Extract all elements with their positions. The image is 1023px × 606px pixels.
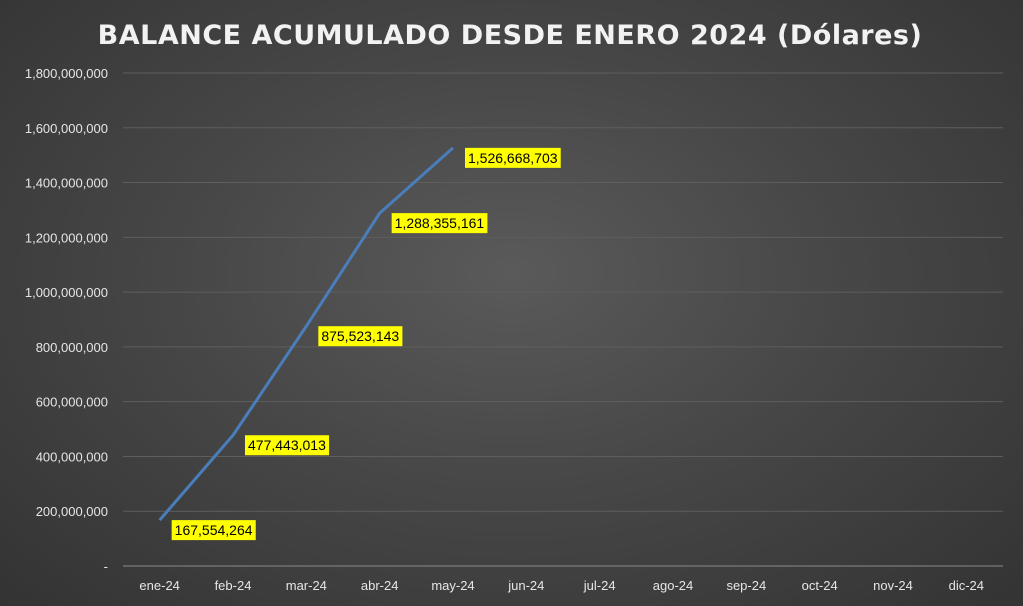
data-label-background <box>245 435 330 456</box>
x-tick-label: mar-24 <box>286 578 327 593</box>
y-tick-label: 200,000,000 <box>36 504 108 519</box>
x-tick-label: jul-24 <box>583 578 616 593</box>
y-tick-label: 600,000,000 <box>36 395 108 410</box>
data-label: 1,288,355,161 <box>391 213 488 234</box>
data-label-background <box>318 326 403 347</box>
data-label: 167,554,264 <box>171 520 256 541</box>
data-label-text: 1,288,355,161 <box>395 215 485 231</box>
data-label-background <box>391 213 488 234</box>
y-tick-label: 400,000,000 <box>36 449 108 464</box>
series-line-group <box>158 146 454 522</box>
y-tick-label: 800,000,000 <box>36 340 108 355</box>
gridlines <box>123 72 1003 512</box>
data-label: 1,526,668,703 <box>465 147 561 168</box>
y-tick-label: 1,400,000,000 <box>25 176 108 191</box>
data-label: 875,523,143 <box>318 326 403 347</box>
data-label-text: 167,554,264 <box>175 522 253 538</box>
x-tick-label: abr-24 <box>361 578 399 593</box>
y-tick-label: 1,000,000,000 <box>25 285 108 300</box>
y-tick-label: - <box>104 559 108 574</box>
series-line <box>158 146 454 522</box>
data-label-background <box>465 147 561 168</box>
x-tick-label: ago-24 <box>653 578 693 593</box>
x-tick-label: feb-24 <box>215 578 252 593</box>
x-tick-label: oct-24 <box>802 578 838 593</box>
x-axis: ene-24 feb-24 mar-24 abr-24 may-24 jun-24 jul-… <box>123 565 1003 593</box>
chart-title: BALANCE ACUMULADO DESDE ENERO 2024 (Dóla… <box>98 20 923 51</box>
data-label-background <box>171 520 256 541</box>
y-tick-label: 1,600,000,000 <box>25 121 108 136</box>
x-tick-label: may-24 <box>431 578 474 593</box>
data-label-text: 875,523,143 <box>321 328 399 344</box>
y-tick-label: 1,800,000,000 <box>25 66 108 81</box>
data-labels: 167,554,264 477,443,013 875,523,143 1,288,3… <box>171 147 561 541</box>
x-tick-label: ene-24 <box>139 578 179 593</box>
x-tick-label: nov-24 <box>873 578 913 593</box>
data-label: 477,443,013 <box>245 435 330 456</box>
x-tick-label: dic-24 <box>949 578 984 593</box>
data-label-text: 477,443,013 <box>248 437 326 453</box>
y-axis: - 200,000,000 400,000,000 600,000,000 800,00… <box>25 66 108 574</box>
x-tick-label: sep-24 <box>726 578 766 593</box>
y-tick-label: 1,200,000,000 <box>25 230 108 245</box>
data-label-text: 1,526,668,703 <box>468 150 558 166</box>
x-tick-label: jun-24 <box>507 578 544 593</box>
